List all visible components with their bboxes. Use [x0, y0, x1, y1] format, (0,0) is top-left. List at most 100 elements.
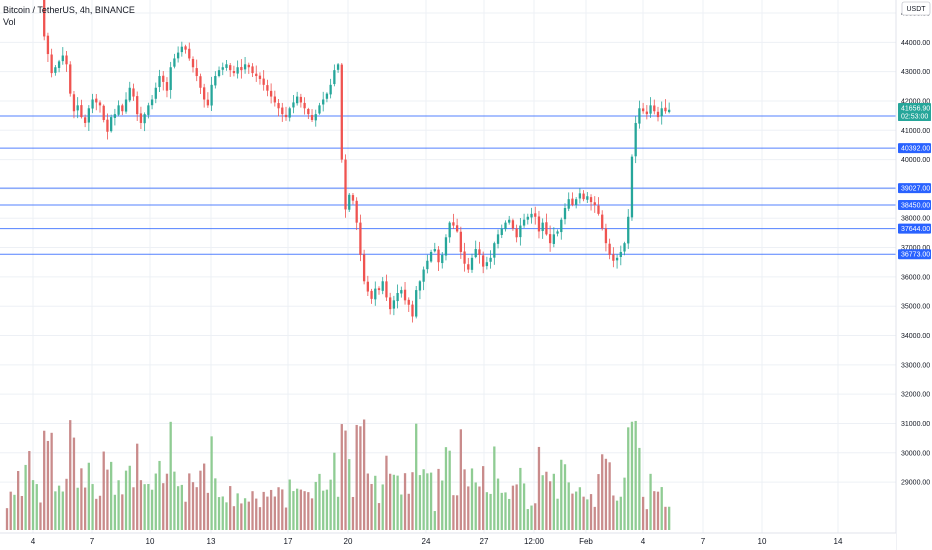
candle-body — [444, 237, 448, 256]
volume-bar — [437, 468, 440, 530]
candle-body — [277, 103, 280, 109]
level-price-tag — [898, 143, 931, 154]
volume-bar — [184, 501, 187, 530]
candle-body — [180, 46, 183, 53]
volume-bar — [124, 470, 128, 530]
candle-body — [660, 108, 663, 117]
candle-body — [225, 64, 228, 68]
candle-body — [269, 90, 273, 97]
price-axis-background[interactable] — [896, 0, 932, 550]
volume-bar — [422, 469, 425, 530]
time-axis-background[interactable] — [0, 533, 896, 550]
level-price-tag — [898, 249, 931, 260]
volume-bar — [526, 509, 529, 530]
candle-body — [110, 117, 113, 132]
candle-body — [243, 64, 247, 70]
volume-bar — [87, 462, 90, 530]
volume-bar — [17, 471, 20, 530]
volume-indicator-label[interactable]: Vol — [3, 17, 16, 27]
candle-body — [649, 105, 652, 114]
volume-bar — [147, 483, 150, 530]
time-tick-label: 20 — [344, 537, 353, 546]
candle-body — [437, 249, 440, 263]
candle-body — [147, 105, 150, 115]
candle-body — [121, 105, 124, 112]
candle-body — [668, 109, 671, 113]
volume-bar — [266, 496, 269, 530]
candle-body — [374, 288, 377, 300]
candle-body — [221, 67, 224, 70]
price-tick-label: 36000.00 — [901, 274, 930, 281]
candle-body — [548, 234, 552, 244]
volume-bar — [173, 471, 176, 530]
volume-bar — [586, 499, 589, 530]
candle-body — [258, 75, 262, 79]
volume-bar — [418, 475, 422, 530]
volume-bar — [325, 489, 329, 530]
volume-bar — [608, 462, 611, 530]
candle-body — [165, 82, 169, 91]
volume-bar — [515, 484, 518, 530]
volume-bar — [366, 473, 369, 530]
volume-bar — [541, 475, 544, 530]
volume-bar — [13, 494, 16, 530]
volume-bar — [392, 474, 396, 530]
candle-body — [173, 58, 176, 67]
volume-bar — [482, 466, 485, 530]
volume-bar — [403, 473, 407, 530]
candle-body — [117, 105, 120, 115]
candle-body — [292, 102, 295, 108]
volume-bar — [593, 506, 596, 530]
volume-bar — [612, 495, 615, 530]
horizontal-level-lines[interactable] — [0, 115, 896, 255]
candle-body — [325, 93, 329, 99]
candle-body — [422, 269, 425, 282]
candle-body — [519, 225, 522, 238]
volume-bar — [288, 479, 291, 530]
volume-bar — [552, 473, 555, 530]
candle-body — [392, 300, 396, 309]
candle-body — [57, 61, 61, 68]
volume-bar — [563, 464, 567, 530]
candle-body — [366, 281, 369, 292]
volume-bar — [348, 459, 351, 530]
volume-bar — [76, 487, 79, 530]
volume-bar — [83, 487, 87, 530]
currency-label-box[interactable]: USDT — [901, 1, 931, 16]
candle-body — [608, 243, 611, 255]
candle-body — [128, 87, 131, 101]
candle-body — [310, 115, 314, 121]
candle-body — [485, 262, 489, 267]
candle-body — [403, 289, 407, 301]
candle-body — [348, 194, 351, 210]
volume-bar — [656, 491, 660, 530]
candle-body — [370, 290, 373, 299]
volume-bar — [571, 493, 574, 530]
price-tick-label: 35000.00 — [901, 304, 930, 311]
candle-body — [247, 64, 250, 68]
volume-bar — [426, 473, 429, 530]
candle-body — [98, 102, 102, 106]
symbol-title[interactable]: Bitcoin / TetherUS, 4h, BINANCE — [3, 5, 135, 15]
volume-bar — [72, 437, 76, 530]
volume-bar — [277, 487, 280, 530]
volume-bar — [496, 478, 500, 530]
candle-body — [318, 105, 321, 114]
candle-body — [195, 68, 198, 77]
volume-bar — [292, 491, 295, 530]
candle-body — [113, 114, 117, 118]
candle-body — [154, 87, 157, 99]
candle-body — [597, 205, 600, 214]
candle-body — [489, 257, 492, 262]
candle-body — [91, 99, 94, 109]
volume-bar — [132, 487, 135, 530]
candle-body — [556, 231, 559, 234]
volume-bars — [5, 419, 671, 530]
volume-bar — [455, 495, 459, 530]
volume-bar — [318, 473, 321, 530]
candle-body — [340, 64, 343, 160]
candle-body — [251, 66, 254, 74]
volume-bar — [162, 483, 165, 530]
volume-bar — [638, 447, 641, 530]
